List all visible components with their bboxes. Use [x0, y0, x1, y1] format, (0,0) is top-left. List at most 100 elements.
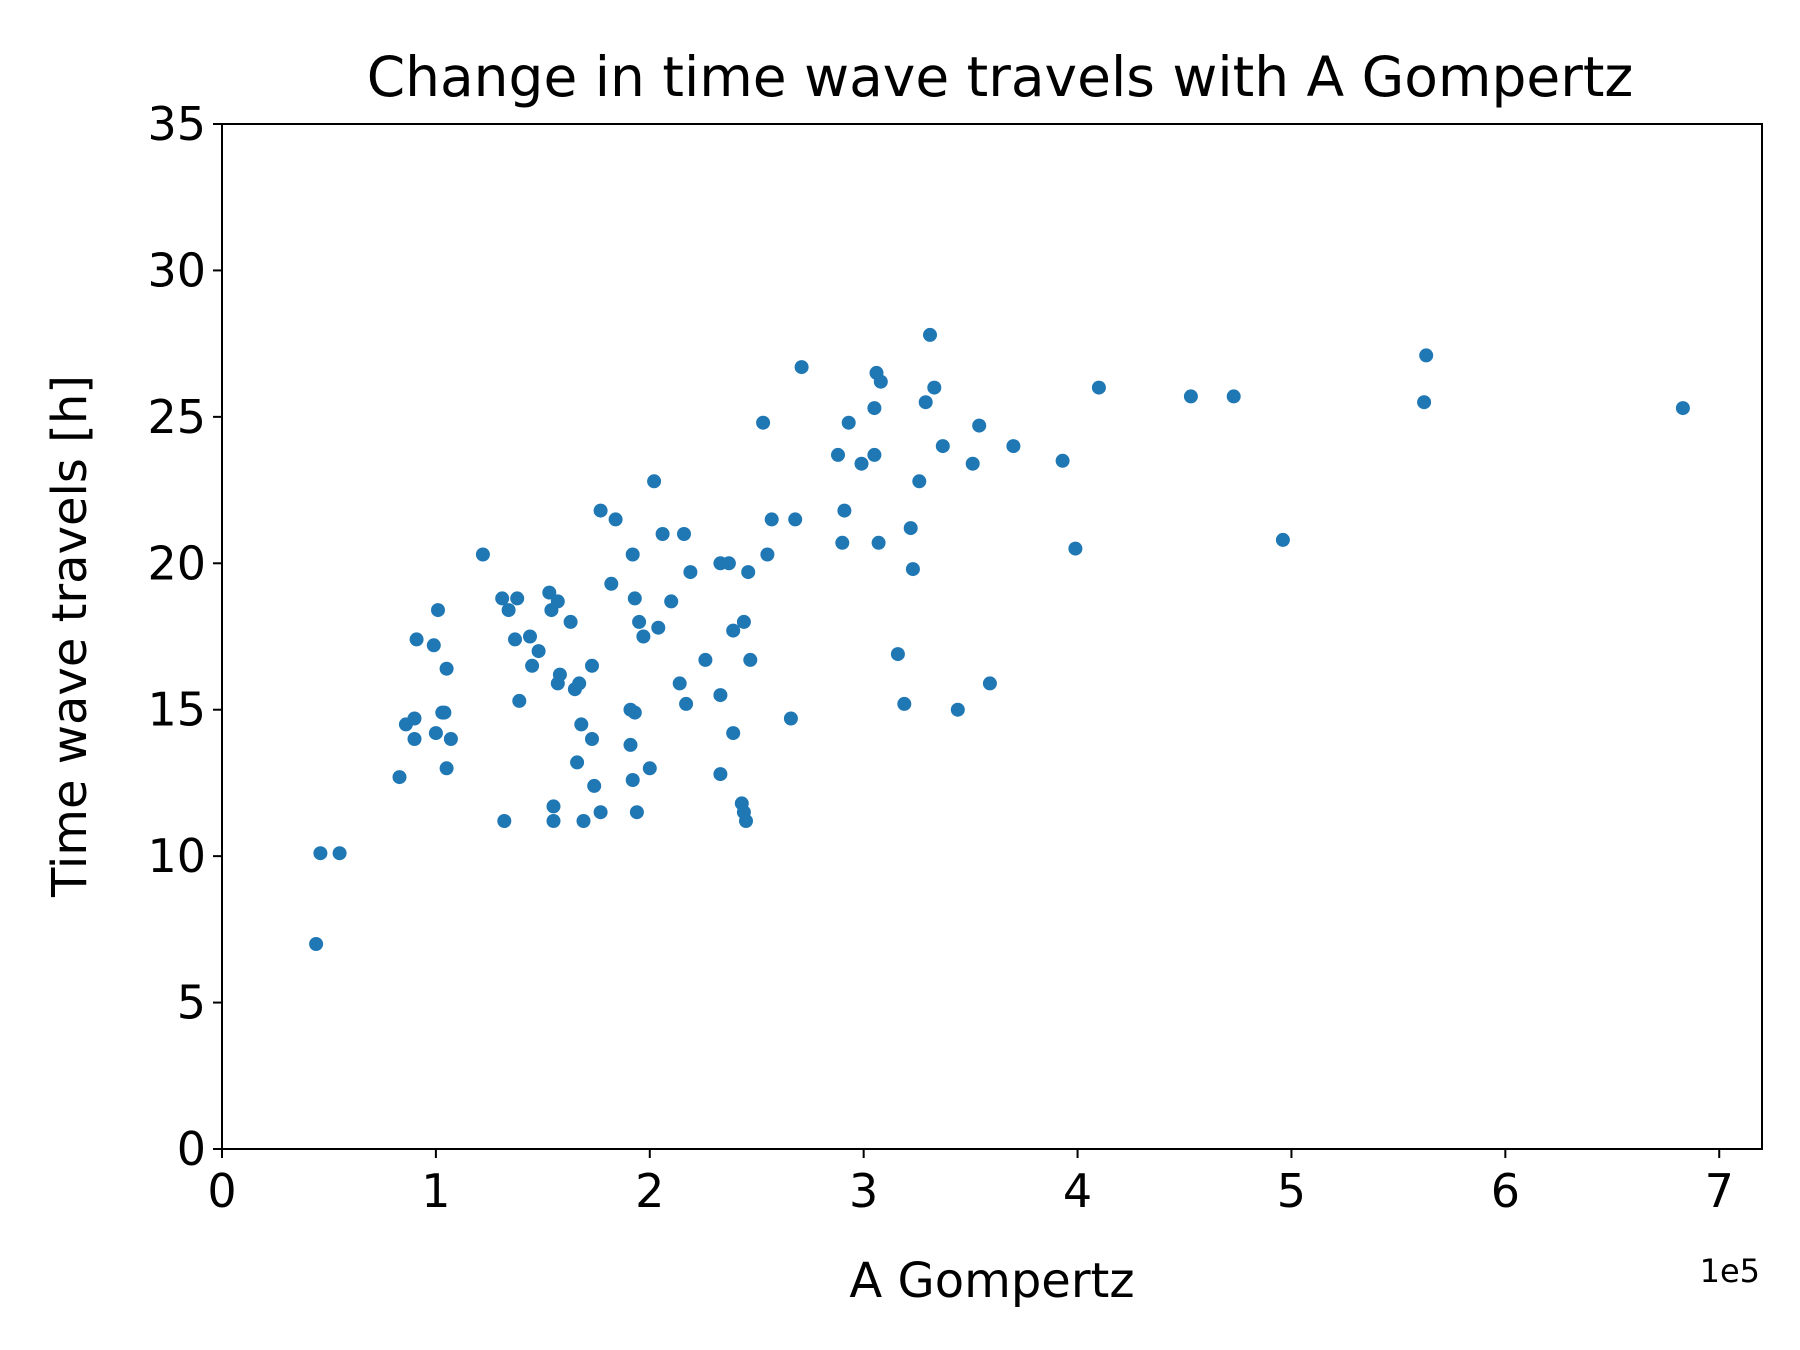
data-point	[837, 503, 852, 518]
data-point	[531, 644, 546, 659]
data-point	[587, 778, 602, 793]
data-point	[698, 652, 713, 667]
data-point	[576, 814, 591, 828]
x-tick-label: 3	[849, 1164, 878, 1218]
data-point	[677, 527, 691, 541]
data-point	[593, 805, 608, 820]
data-point	[721, 556, 736, 571]
data-point	[897, 696, 912, 711]
data-point	[739, 814, 753, 828]
data-point	[972, 418, 987, 433]
data-point	[854, 456, 869, 471]
data-point	[841, 415, 856, 430]
data-point	[437, 705, 452, 720]
data-point	[965, 456, 980, 471]
data-point	[625, 773, 640, 787]
data-point	[835, 535, 850, 550]
data-point	[903, 521, 918, 536]
data-point	[546, 814, 561, 828]
data-point	[550, 594, 565, 609]
x-tick-label: 1	[421, 1164, 450, 1218]
data-point	[1068, 541, 1083, 556]
data-point	[764, 512, 779, 527]
data-point	[726, 623, 741, 638]
data-point	[313, 846, 328, 861]
y-axis-label: Time wave travels [h]	[42, 375, 98, 898]
data-point	[497, 814, 512, 828]
data-point	[873, 374, 888, 389]
data-point	[743, 652, 758, 667]
data-point	[439, 761, 454, 776]
data-point	[501, 603, 516, 618]
data-point	[523, 629, 537, 644]
data-point	[608, 512, 623, 527]
data-point	[428, 726, 443, 741]
data-point	[713, 688, 728, 703]
data-point	[642, 761, 657, 776]
data-point	[918, 395, 933, 410]
data-point	[788, 512, 803, 527]
data-point	[623, 737, 638, 752]
x-tick-label: 4	[1063, 1164, 1092, 1218]
data-point	[927, 380, 942, 395]
data-point	[923, 327, 937, 342]
data-point	[1675, 401, 1690, 416]
x-axis-offset-label: 1e5	[1700, 1252, 1760, 1290]
data-point	[1006, 439, 1021, 454]
data-point	[871, 535, 886, 550]
y-tick-label: 5	[177, 976, 206, 1030]
data-point	[585, 658, 599, 673]
data-point	[982, 676, 997, 691]
x-axis-label: A Gompertz	[849, 1253, 1134, 1309]
data-point	[683, 565, 698, 580]
y-tick-label: 25	[147, 390, 206, 444]
y-axis-ticks: 0 5 10 15 20 25 30 35	[147, 97, 222, 1176]
data-point	[736, 614, 751, 629]
data-point	[1419, 348, 1434, 363]
data-point	[574, 717, 589, 732]
data-point	[510, 591, 525, 606]
data-point	[794, 360, 809, 375]
data-point	[760, 547, 775, 562]
y-tick-label: 35	[147, 97, 206, 151]
data-point	[1226, 389, 1241, 404]
x-tick-label: 2	[635, 1164, 664, 1218]
data-point	[546, 799, 561, 814]
data-point	[508, 632, 522, 647]
data-point	[570, 755, 585, 770]
data-point	[407, 732, 422, 746]
data-point	[636, 629, 651, 644]
data-point	[443, 732, 458, 746]
data-point	[627, 705, 642, 720]
data-point	[552, 667, 567, 682]
data-point	[867, 401, 882, 416]
x-tick-label: 7	[1705, 1164, 1734, 1218]
data-point	[392, 770, 407, 785]
data-point	[679, 696, 694, 711]
data-point	[525, 658, 540, 673]
data-point	[1183, 389, 1198, 404]
data-point	[1055, 453, 1070, 468]
data-point	[495, 591, 510, 606]
data-point	[726, 726, 741, 741]
data-point	[672, 676, 687, 691]
data-point	[831, 447, 845, 462]
x-tick-label: 6	[1491, 1164, 1520, 1218]
data-point	[912, 474, 927, 489]
data-point	[332, 846, 347, 861]
data-point	[407, 711, 422, 726]
data-point	[756, 415, 771, 430]
data-point	[572, 676, 587, 691]
data-point	[890, 647, 905, 662]
data-point	[409, 632, 424, 647]
data-points	[309, 327, 1690, 951]
data-point	[1417, 395, 1432, 410]
data-point	[593, 503, 608, 518]
data-point	[647, 474, 662, 489]
data-point	[512, 693, 527, 708]
data-point	[629, 805, 644, 820]
data-point	[935, 439, 950, 454]
data-point	[439, 661, 454, 676]
